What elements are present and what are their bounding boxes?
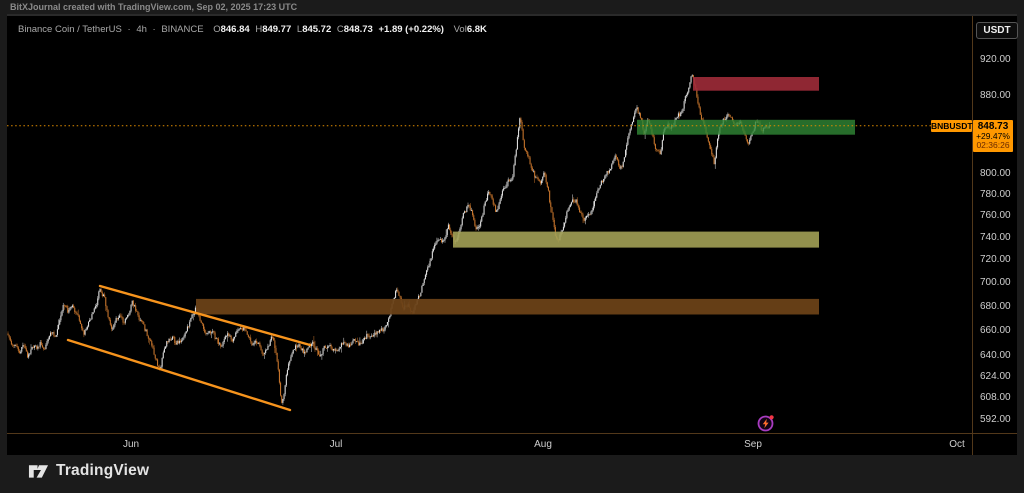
volume-label: Vol [453, 24, 467, 35]
high-label: H [255, 24, 263, 35]
event-alert-dot [769, 415, 774, 420]
price-tick: 592.00 [980, 413, 1011, 425]
price-axis-label: 848.73 +29.47% 02:36:26 [973, 119, 1013, 152]
economic-event-icon[interactable] [756, 413, 776, 433]
watermark-bar: BitXJournal created with TradingView.com… [0, 0, 1024, 14]
lightning-bolt-icon [762, 418, 769, 429]
bottom-bar: TradingView [0, 455, 1024, 493]
price-axis[interactable]: 920.00 880.00 800.00 780.00 760.00 740.00 720.… [972, 16, 1018, 455]
low-label: L [296, 24, 303, 35]
close-label: C [336, 24, 344, 35]
price-tick: 760.00 [980, 209, 1011, 221]
price-tick: 920.00 [980, 54, 1011, 65]
tradingview-wordmark: TradingView [56, 462, 150, 479]
price-tick: 608.00 [980, 392, 1011, 403]
tradingview-logo-mark [28, 465, 49, 478]
low-value: 845.72 [302, 24, 332, 35]
price-tick: 800.00 [980, 168, 1011, 179]
price-tick: 624.00 [980, 370, 1011, 382]
legend-separator: · [127, 24, 131, 35]
time-tick: Sep [744, 439, 762, 450]
price-tick: 700.00 [980, 277, 1011, 288]
volume-value: 6.8K [466, 24, 487, 35]
close-value: 848.73 [343, 24, 373, 35]
price-tick: 740.00 [980, 231, 1011, 243]
price-tick: 720.00 [980, 254, 1011, 265]
time-tick: Aug [534, 439, 552, 450]
price-tick: 680.00 [980, 300, 1011, 312]
time-tick: Jul [329, 439, 343, 450]
chart-area[interactable] [7, 14, 1017, 455]
tradingview-logo[interactable]: TradingView [28, 461, 149, 481]
legend-separator: · [152, 24, 156, 35]
symbol-legend[interactable]: Binance Coin / TetherUS · 4h · BINANCE O… [18, 24, 487, 35]
price-tick: 660.00 [980, 325, 1011, 336]
price-tick: 640.00 [980, 350, 1011, 362]
open-value: 846.84 [220, 24, 250, 35]
last-price-flag: BNBUSDT [931, 119, 973, 132]
currency-toggle-button[interactable]: USDT [976, 22, 1018, 39]
bar-countdown: 02:36:26 [976, 139, 1010, 150]
price-tick: 880.00 [980, 90, 1011, 102]
exchange-label: BINANCE [161, 24, 204, 35]
high-value: 849.77 [262, 24, 292, 35]
price-tick: 780.00 [980, 188, 1011, 200]
last-price-change-pct: +29.47% [976, 130, 1010, 141]
last-price-value: 848.73 [977, 120, 1009, 132]
timeframe-label[interactable]: 4h [136, 24, 147, 35]
time-axis[interactable]: Jun Jul Aug Sep Oct [7, 433, 1017, 456]
open-label: O [213, 24, 221, 35]
time-tick: Jun [122, 439, 140, 450]
symbol-title[interactable]: Binance Coin / TetherUS [18, 24, 122, 35]
change-value: +1.89 (+0.22%) [378, 24, 444, 35]
time-tick: Oct [949, 439, 965, 450]
